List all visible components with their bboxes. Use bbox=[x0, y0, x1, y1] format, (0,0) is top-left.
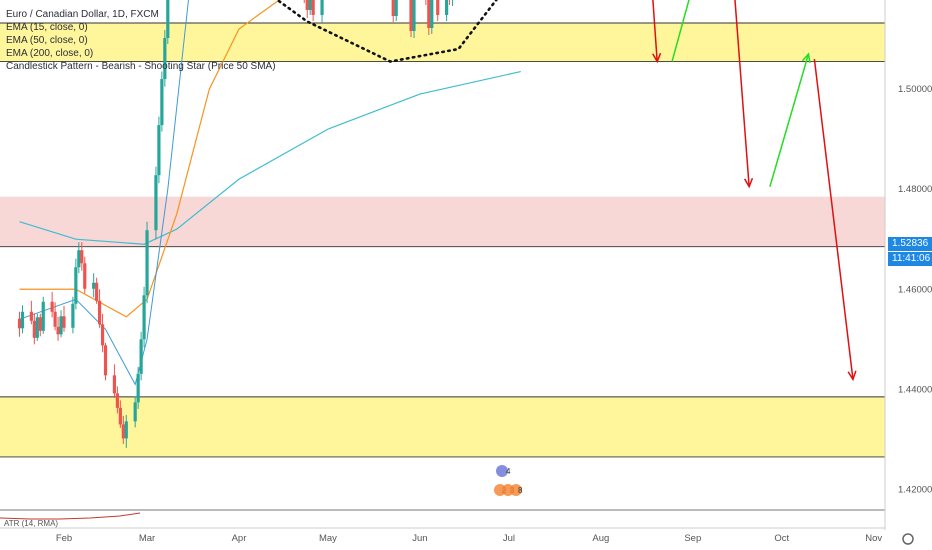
projection-arrowhead-3 bbox=[652, 52, 662, 64]
projection-arrow-6 bbox=[769, 53, 810, 187]
candle-body-7 bbox=[50, 301, 54, 312]
candle-body-30 bbox=[142, 295, 146, 340]
candle-body-34 bbox=[160, 79, 164, 126]
candle-body-98 bbox=[427, 0, 431, 29]
candle-body-23 bbox=[115, 393, 119, 408]
candle-body-6 bbox=[41, 301, 45, 331]
candle-body-9 bbox=[56, 326, 60, 335]
candle-body-1 bbox=[20, 311, 25, 329]
projection-arrow-3 bbox=[652, 0, 658, 62]
candle-body-28 bbox=[136, 373, 140, 403]
ema200-line bbox=[19, 70, 521, 245]
candle-body-99 bbox=[430, 0, 434, 29]
atr-line bbox=[0, 512, 141, 520]
candle-body-20 bbox=[100, 324, 105, 346]
y-tick-label-8: 1.46000 bbox=[898, 284, 932, 295]
candle-body-15 bbox=[80, 250, 84, 264]
candle-body-3 bbox=[32, 320, 36, 338]
projection-arrow-4 bbox=[671, 0, 690, 62]
candle-body-102 bbox=[445, 0, 449, 15]
candle-body-69 bbox=[305, 0, 309, 10]
countdown-tag: 11:41:06 bbox=[888, 252, 932, 266]
candle-body-12 bbox=[71, 303, 75, 328]
x-tick-label-5: Jul bbox=[503, 533, 515, 544]
candle-body-19 bbox=[97, 300, 102, 325]
ema15-line bbox=[19, 0, 189, 386]
candle-body-22 bbox=[112, 375, 117, 394]
y-tick-label-9: 1.44000 bbox=[898, 384, 932, 395]
candle-body-90 bbox=[391, 0, 395, 16]
candle-body-16 bbox=[83, 263, 87, 289]
candle-body-17 bbox=[92, 282, 96, 289]
candle-body-27 bbox=[133, 402, 137, 422]
candle-body-18 bbox=[95, 282, 99, 301]
legend-ema200: EMA (200, close, 0) bbox=[6, 48, 94, 59]
rounding-bottom-curve bbox=[275, 0, 498, 63]
candle-body-14 bbox=[77, 250, 81, 268]
projection-arrow-5 bbox=[734, 0, 750, 187]
legend-ema15: EMA (15, close, 0) bbox=[6, 22, 88, 33]
last-price-tag: 1.52836 bbox=[888, 237, 932, 251]
x-tick-label-9: Nov bbox=[865, 533, 882, 544]
candle-body-24 bbox=[118, 407, 122, 425]
candle-body-26 bbox=[124, 421, 128, 439]
symbol-title: Euro / Canadian Dollar, 1D, FXCM bbox=[6, 9, 159, 20]
atr-pane-label: ATR (14, RMA) bbox=[4, 519, 59, 528]
y-tick-label-10: 1.42000 bbox=[898, 484, 932, 495]
x-tick-label-1: Mar bbox=[139, 533, 155, 544]
candle-body-10 bbox=[59, 316, 63, 335]
x-tick-label-0: Feb bbox=[56, 533, 72, 544]
x-tick-label-3: May bbox=[319, 533, 337, 544]
candle-body-72 bbox=[320, 0, 324, 15]
candle-body-94 bbox=[409, 0, 413, 32]
candle-body-4 bbox=[35, 317, 39, 338]
candle-body-31 bbox=[145, 230, 149, 296]
candle-body-2 bbox=[29, 311, 33, 321]
legend-shooting-star: Candlestick Pattern - Bearish - Shooting… bbox=[6, 61, 276, 72]
candle-body-101 bbox=[436, 0, 440, 15]
projection-arrowhead-6 bbox=[801, 52, 811, 64]
ema50-line bbox=[19, 0, 281, 318]
settings-gear-icon bbox=[902, 533, 914, 545]
x-tick-label-8: Oct bbox=[774, 533, 789, 544]
x-tick-label-2: Apr bbox=[232, 533, 247, 544]
candle-body-36 bbox=[166, 0, 170, 39]
pattern-badge-circle-0 bbox=[496, 465, 508, 477]
projection-arrowhead-5 bbox=[743, 178, 754, 189]
candle-body-33 bbox=[157, 125, 161, 176]
legend-ema50: EMA (50, close, 0) bbox=[6, 35, 88, 46]
candle-body-35 bbox=[163, 38, 167, 80]
y-tick-label-6: 1.50000 bbox=[898, 84, 932, 95]
candle-body-25 bbox=[121, 424, 125, 439]
chart-legend: Euro / Canadian Dollar, 1D, FXCM EMA (15… bbox=[6, 8, 276, 73]
candle-body-11 bbox=[62, 316, 66, 328]
candle-body-32 bbox=[154, 175, 158, 231]
x-tick-label-7: Sep bbox=[684, 533, 701, 544]
candle-body-13 bbox=[74, 267, 78, 304]
candle-body-71 bbox=[311, 0, 315, 15]
candle-body-21 bbox=[103, 345, 108, 376]
candle-body-5 bbox=[38, 317, 42, 331]
projection-arrowhead-7 bbox=[847, 370, 857, 382]
pattern-badge-label-0: 4 bbox=[506, 467, 511, 476]
pattern-badge-label-3: 8 bbox=[518, 486, 523, 495]
candle-body-95 bbox=[412, 0, 416, 32]
zone-yellow-3 bbox=[0, 396, 885, 457]
x-tick-label-4: Jun bbox=[412, 533, 427, 544]
zone-red-2 bbox=[0, 196, 885, 247]
candle-body-91 bbox=[394, 0, 398, 16]
candle-body-0 bbox=[17, 318, 22, 329]
pattern-badge-circle-3 bbox=[510, 484, 522, 496]
projection-arrow-7 bbox=[813, 58, 854, 380]
y-tick-label-7: 1.48000 bbox=[898, 184, 932, 195]
candle-body-8 bbox=[53, 311, 57, 327]
x-tick-label-6: Aug bbox=[592, 533, 609, 544]
candle-body-29 bbox=[139, 339, 143, 374]
candle-body-70 bbox=[308, 0, 312, 10]
